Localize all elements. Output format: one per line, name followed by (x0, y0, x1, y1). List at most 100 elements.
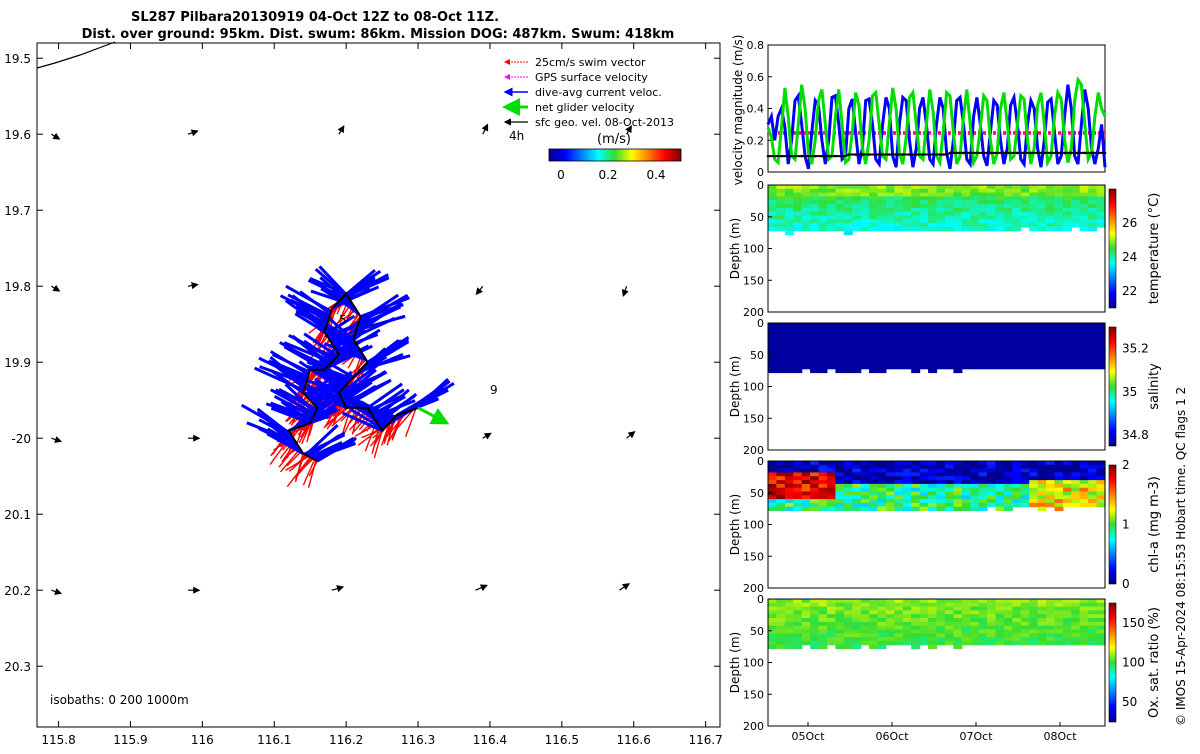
profile-colorbar-label: salinity (1147, 363, 1162, 410)
profile-cell (936, 334, 946, 339)
profile-cell (1096, 361, 1106, 366)
profile-cell (911, 610, 921, 615)
profile-cell (936, 599, 946, 604)
profile-cell (1003, 207, 1013, 213)
profile-cell (936, 640, 946, 646)
profile-cell (953, 323, 963, 328)
profile-cell (776, 461, 786, 466)
profile-cell (810, 200, 820, 205)
profile-cell (1071, 361, 1081, 366)
dive-avg-vector (329, 290, 361, 316)
profile-cell (869, 368, 879, 374)
profile-cell (776, 342, 786, 347)
profile-cell (784, 226, 794, 232)
profile-cell (1029, 461, 1039, 466)
profile-cell (1079, 226, 1089, 232)
profile-cell (810, 644, 820, 650)
profile-cell (843, 491, 853, 496)
profile-cell (1003, 491, 1013, 496)
profile-cell (987, 361, 996, 366)
profile-cell (860, 357, 870, 362)
profile-cell (852, 188, 862, 194)
profile-cell (784, 230, 794, 236)
profile-cell (843, 196, 853, 201)
velocity-point (995, 151, 999, 155)
profile-cell (776, 506, 786, 512)
profile-cell (1020, 200, 1030, 205)
profile-cell (1029, 342, 1039, 347)
profile-cell (810, 606, 820, 611)
profile-cell (1003, 483, 1013, 489)
profile-cell (843, 226, 853, 232)
profile-cell (902, 204, 912, 209)
profile-cell (928, 502, 938, 508)
profile-cell (1096, 602, 1106, 608)
profile-cell (810, 207, 820, 213)
velocity-point (1083, 151, 1087, 155)
profile-cell (936, 361, 946, 366)
profile-cell (995, 223, 1005, 228)
profile-cell (970, 461, 980, 466)
profile-cell (953, 334, 963, 339)
profile-cell (902, 192, 912, 197)
profile-cell (877, 219, 887, 224)
profile-cell (1020, 637, 1030, 642)
profile-cell (1079, 219, 1089, 224)
profile-cell (1054, 219, 1064, 224)
profile-cell (970, 476, 980, 481)
profile-cell (987, 200, 996, 205)
profile-cell (1096, 476, 1106, 481)
profile-cell (886, 215, 895, 220)
profile-cell (793, 223, 803, 228)
profile-cell (1062, 215, 1072, 220)
profile-cell (987, 215, 996, 220)
profile-cell (1096, 487, 1106, 493)
profile-cell (911, 188, 921, 194)
profile-cell (1096, 353, 1106, 358)
profile-cell (936, 215, 946, 220)
profile-cell (953, 364, 963, 370)
profile-cell (869, 196, 879, 201)
profile-cell (843, 644, 853, 650)
map-x-tick-label: 116.2 (329, 733, 363, 747)
profile-cell (978, 345, 988, 351)
profile-cell (776, 223, 786, 228)
profile-cell (768, 599, 777, 604)
profile-cell (1012, 349, 1022, 355)
profile-cell (936, 330, 946, 335)
profile-cell (944, 468, 954, 473)
profile-cell (1046, 476, 1055, 481)
profile-cell (944, 330, 954, 335)
profile-cell (987, 637, 996, 642)
profile-cell (1071, 602, 1081, 608)
profile-cell (1029, 196, 1039, 201)
profile-cell (784, 461, 794, 466)
profile-cell (995, 629, 1005, 634)
profile-cell (1020, 361, 1030, 366)
profile-cell (995, 219, 1005, 224)
profile-cell (1071, 196, 1081, 201)
profile-cell (784, 207, 794, 213)
profile-cell (1029, 610, 1039, 615)
profile-colorbar-tick: 34.8 (1122, 428, 1149, 442)
profile-cell (793, 472, 803, 477)
profile-cell (776, 618, 786, 623)
profile-cell (953, 461, 963, 466)
profile-cell (1029, 361, 1039, 366)
profile-cell (835, 499, 845, 504)
profile-cell (928, 602, 938, 608)
profile-cell (793, 644, 803, 650)
profile-cell (1054, 215, 1064, 220)
profile-cell (995, 330, 1005, 335)
profile-cell (919, 353, 929, 358)
profile-cell (1054, 599, 1064, 604)
profile-cell (843, 326, 853, 332)
profile-cell (860, 621, 870, 627)
profile-cell (1062, 468, 1072, 473)
profile-cell (919, 491, 929, 496)
profile-cell (886, 495, 895, 500)
profile-cell (776, 476, 786, 481)
profile-cell (860, 629, 870, 634)
